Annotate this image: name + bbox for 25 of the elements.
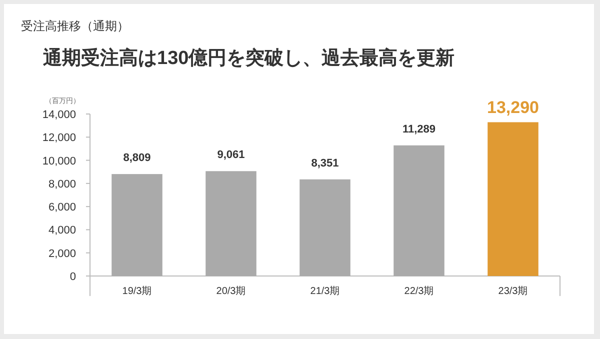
data-label: 8,351 [311,157,339,170]
data-label: 8,809 [123,152,151,164]
bar [112,174,162,276]
data-label: 13,290 [487,98,539,118]
data-label: 9,061 [217,149,245,162]
y-tick-label: 12,000 [42,132,76,144]
subtitle: 受注高推移（通期） [21,19,129,33]
bar [488,122,538,276]
title: 通期受注高は130億円を突破し、過去最高を更新 [43,48,455,69]
x-tick-label: 21/3期 [310,285,340,297]
y-tick-label: 0 [70,271,76,283]
x-tick-label: 20/3期 [216,285,246,297]
y-tick-label: 6,000 [48,202,76,214]
y-tick-label: 10,000 [42,155,76,168]
y-tick-label: 14,000 [42,109,76,121]
x-tick-label: 22/3期 [404,285,434,297]
bar [394,145,444,276]
bar [206,171,256,276]
data-label: 11,289 [402,123,436,136]
x-tick-label: 19/3期 [122,285,152,297]
x-tick-label: 23/3期 [498,285,528,297]
y-tick-label: 8,000 [48,178,76,190]
y-tick-label: 2,000 [48,248,76,260]
bar [300,179,350,276]
y-tick-label: 4,000 [48,224,76,237]
